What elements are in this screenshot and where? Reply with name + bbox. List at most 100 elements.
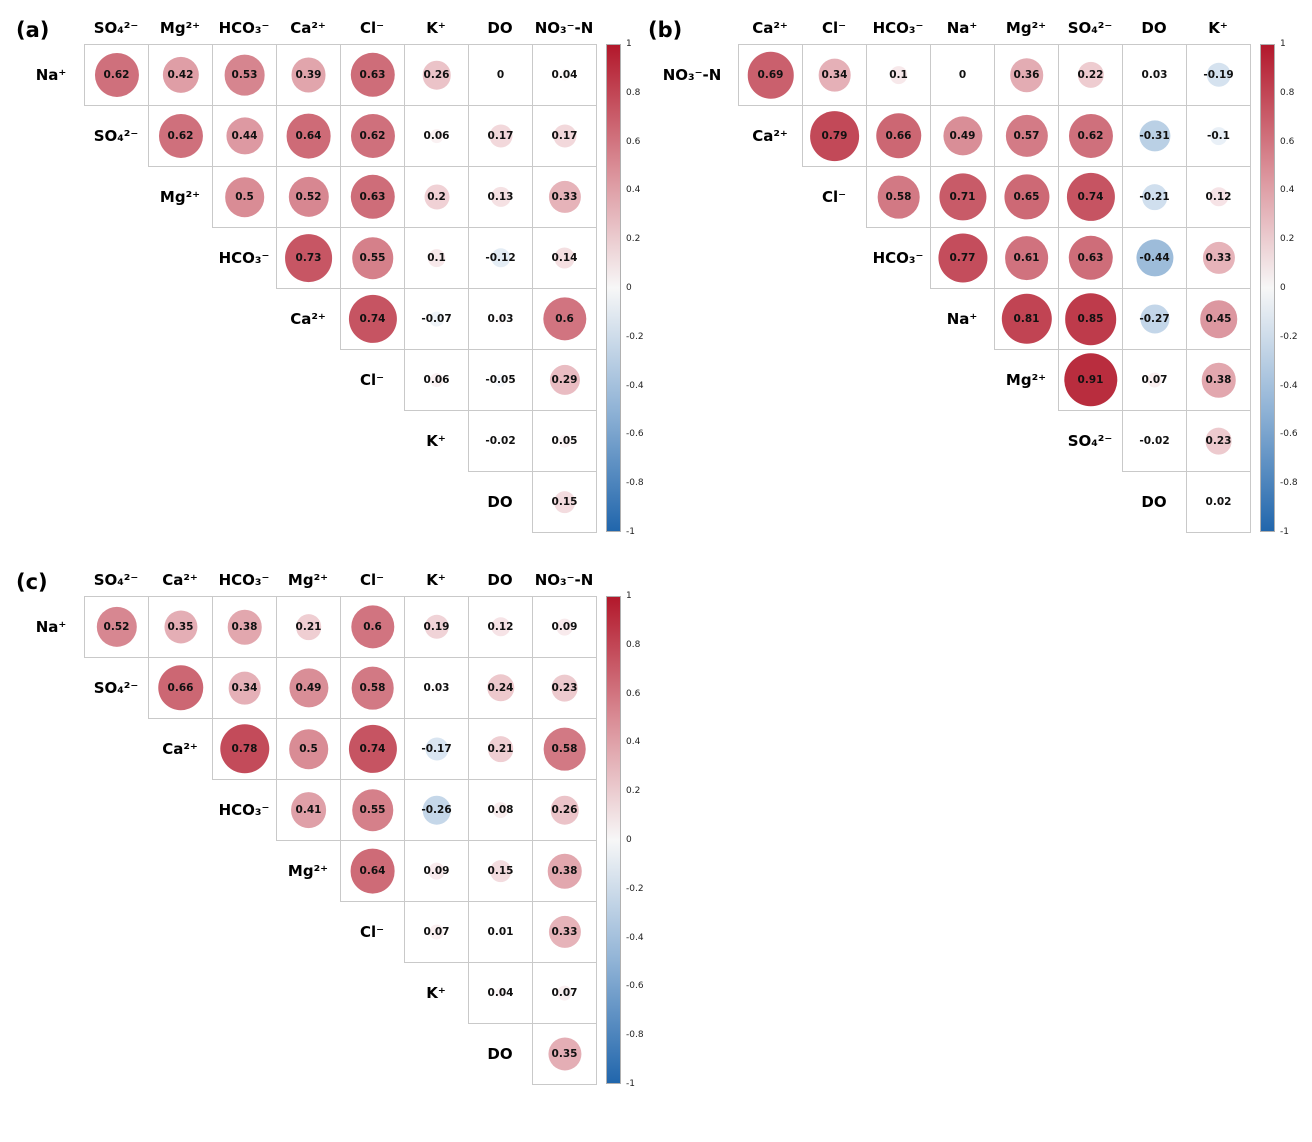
column-header: NO₃⁻-N bbox=[534, 571, 594, 589]
corr-cell: 0.1 bbox=[866, 44, 931, 106]
colorbar-tick: -0.8 bbox=[1280, 478, 1298, 489]
corr-circle bbox=[431, 683, 442, 693]
corr-circle bbox=[747, 51, 794, 99]
corr-cell: 0.06 bbox=[404, 349, 469, 411]
corr-cell: 0.61 bbox=[994, 227, 1059, 289]
corr-circle bbox=[818, 58, 851, 92]
corr-value: 0.33 bbox=[551, 191, 578, 203]
corr-cell: 0.09 bbox=[532, 596, 597, 658]
corr-circle bbox=[424, 614, 449, 640]
corr-value: 0.63 bbox=[359, 69, 386, 81]
corr-circle bbox=[1064, 293, 1117, 345]
corr-value: 0.33 bbox=[1205, 252, 1232, 264]
corr-cell: 0.66 bbox=[866, 105, 931, 167]
row-label: HCO₃⁻ bbox=[218, 248, 270, 267]
corr-value: -0.27 bbox=[1139, 313, 1170, 325]
corr-value: 0.81 bbox=[1013, 313, 1040, 325]
colorbar-tick: -0.4 bbox=[626, 380, 644, 391]
corr-cell: 0 bbox=[468, 44, 533, 106]
corr-value: 0.15 bbox=[487, 865, 514, 877]
corr-circle bbox=[350, 605, 395, 649]
column-header: SO₄²⁻ bbox=[93, 571, 139, 589]
corr-value: 0 bbox=[958, 69, 967, 81]
corr-value: 0.13 bbox=[487, 191, 514, 203]
corr-value: -0.05 bbox=[485, 374, 516, 386]
column-header: Na⁺ bbox=[946, 19, 978, 37]
corr-circle bbox=[875, 113, 922, 159]
corr-value: -0.17 bbox=[421, 743, 452, 755]
corr-cell: 0.08 bbox=[468, 779, 533, 841]
corr-cell: 0.22 bbox=[1058, 44, 1123, 106]
corr-cell: 0.74 bbox=[1058, 166, 1123, 228]
corr-circle bbox=[550, 795, 579, 825]
corr-circle bbox=[288, 176, 329, 218]
corr-circle bbox=[490, 617, 511, 637]
column-header: Ca²⁺ bbox=[162, 571, 198, 589]
corr-cell: 0.13 bbox=[468, 166, 533, 228]
corr-circle bbox=[558, 69, 571, 81]
corr-cell: 0.15 bbox=[468, 840, 533, 902]
colorbar-tick: -0.2 bbox=[626, 331, 644, 342]
corr-value: 0.62 bbox=[1077, 130, 1104, 142]
column-header: DO bbox=[487, 571, 513, 589]
correlation-panel-a: (a) SO₄²⁻ Mg²⁺ HCO₃⁻ Ca²⁺ Cl⁻ K⁺ DO NO₃⁻-N Na⁺ 0.6… bbox=[14, 6, 656, 542]
corr-cell: 0.21 bbox=[276, 596, 341, 658]
corr-circle bbox=[558, 434, 571, 448]
panel-label: (b) bbox=[648, 18, 683, 42]
colorbar-tick: -0.4 bbox=[1280, 380, 1298, 391]
row-label: K⁺ bbox=[426, 983, 446, 1002]
corr-cell: 0.6 bbox=[532, 288, 597, 350]
corr-cell: -0.21 bbox=[1122, 166, 1187, 228]
corr-value: 0 bbox=[496, 69, 505, 81]
corr-circle bbox=[809, 111, 860, 161]
corr-cell: 0.36 bbox=[994, 44, 1059, 106]
corr-cell: -0.12 bbox=[468, 227, 533, 289]
corr-cell: 0.73 bbox=[276, 227, 341, 289]
corr-circle bbox=[1077, 61, 1104, 89]
corr-value: 0.79 bbox=[821, 130, 848, 142]
column-header: DO bbox=[487, 19, 513, 37]
corr-circle bbox=[1139, 304, 1170, 334]
corr-value: 0.62 bbox=[103, 69, 130, 81]
corr-circle bbox=[157, 665, 204, 711]
corr-circle bbox=[225, 117, 264, 155]
corr-circle bbox=[429, 373, 444, 387]
corr-value: 0.78 bbox=[231, 743, 258, 755]
corr-cell: 0.71 bbox=[930, 166, 995, 228]
column-header: Mg²⁺ bbox=[287, 571, 329, 589]
corr-value: 0.42 bbox=[167, 69, 194, 81]
corr-value: 0.23 bbox=[1205, 435, 1232, 447]
corr-cell: 0.77 bbox=[930, 227, 995, 289]
corr-cell: 0.52 bbox=[84, 596, 149, 658]
corr-circle bbox=[1202, 241, 1235, 275]
corr-circle bbox=[295, 614, 322, 640]
corr-circle bbox=[96, 606, 137, 648]
column-header: K⁺ bbox=[1208, 19, 1228, 37]
corr-circle bbox=[490, 186, 511, 208]
corr-cell: 0.26 bbox=[532, 779, 597, 841]
corr-circle bbox=[877, 175, 920, 219]
corr-cell: 0.12 bbox=[1186, 166, 1251, 228]
corr-circle bbox=[488, 124, 513, 148]
colorbar-tick: -0.4 bbox=[626, 932, 644, 943]
corr-value: 0.12 bbox=[487, 621, 514, 633]
corr-cell: 0.69 bbox=[738, 44, 803, 106]
corr-cell: 0.52 bbox=[276, 166, 341, 228]
corr-cell: 0.03 bbox=[1122, 44, 1187, 106]
row-label: Cl⁻ bbox=[359, 922, 385, 941]
corr-circle bbox=[1208, 187, 1229, 207]
row-label: Na⁺ bbox=[35, 617, 67, 636]
corr-value: 0.6 bbox=[363, 621, 382, 633]
colorbar-tick: -0.2 bbox=[626, 883, 644, 894]
corr-cell: 0.38 bbox=[1186, 349, 1251, 411]
corr-cell: 0.62 bbox=[1058, 105, 1123, 167]
row-label: DO bbox=[487, 492, 513, 511]
corr-value: 0.91 bbox=[1077, 374, 1104, 386]
corr-value: -0.1 bbox=[1207, 130, 1230, 142]
corr-circle bbox=[494, 373, 507, 387]
corr-circle bbox=[427, 249, 446, 267]
row-label: Cl⁻ bbox=[359, 370, 385, 389]
corr-circle bbox=[1199, 300, 1238, 338]
row-label: DO bbox=[487, 1044, 513, 1063]
row-label: Mg²⁺ bbox=[287, 861, 329, 880]
